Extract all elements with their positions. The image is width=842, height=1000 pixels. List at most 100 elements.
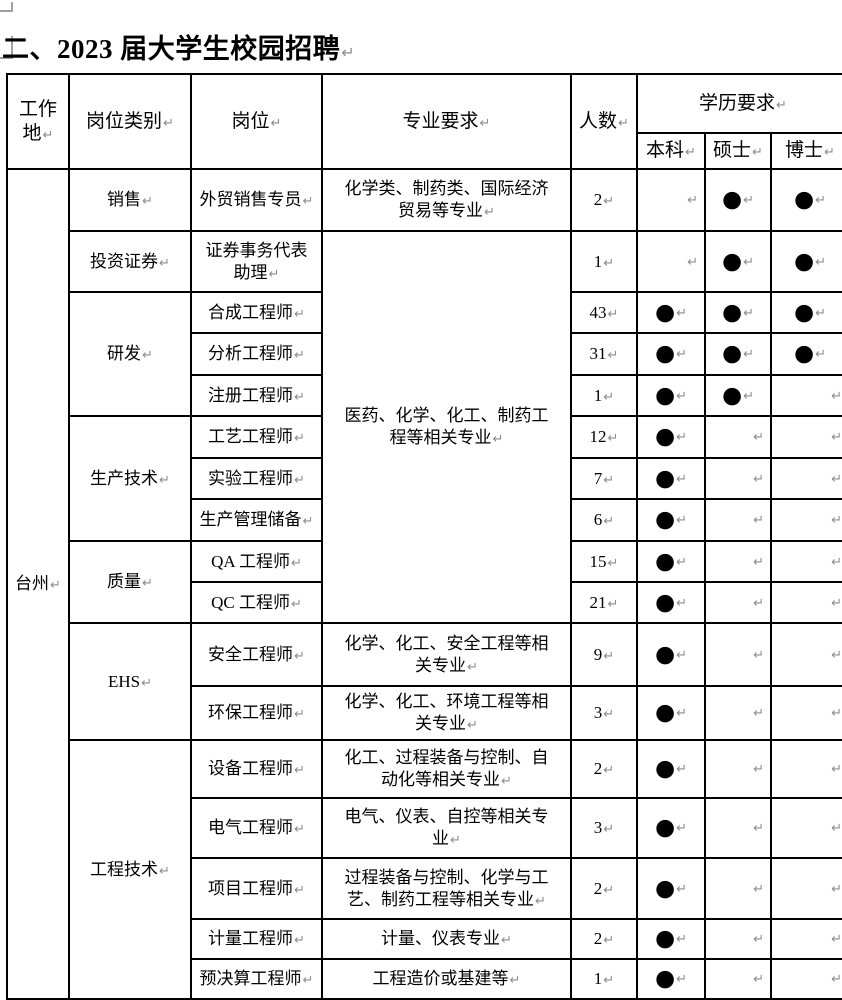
pilcrow-mark: ↵ [687, 193, 698, 209]
bachelor-mark-cell: ●↵ [636, 622, 706, 687]
pilcrow-mark: ↵ [268, 266, 280, 282]
table-row: 投资证券↵ 证券事务代表助理↵ 医药、化学、化工、制药工程等相关专业↵ 1↵ ↵… [7, 230, 842, 624]
position-cell: 外贸销售专员↵ [190, 168, 323, 232]
pilcrow-mark: ↵ [831, 706, 842, 722]
requirement-dot: ● [655, 340, 676, 367]
header-bachelor: 本科↵ [636, 132, 706, 170]
pilcrow-mark: ↵ [603, 822, 615, 838]
doctor-mark-cell: ↵ [770, 498, 842, 542]
pilcrow-mark: ↵ [753, 430, 764, 446]
work-location-cell: 台州↵ [6, 168, 70, 1000]
requirement-dot: ● [794, 186, 815, 213]
pilcrow-mark: ↵ [753, 706, 764, 722]
doctor-mark-cell: ●↵ [770, 332, 842, 376]
pilcrow-mark: ↵ [142, 194, 153, 210]
pilcrow-mark: ↵ [676, 881, 687, 897]
position-cell: 生产管理储备↵ [190, 498, 323, 542]
pilcrow-mark: ↵ [815, 193, 826, 209]
pilcrow-mark: ↵ [776, 97, 787, 113]
bachelor-mark-cell: ↵ [636, 168, 706, 232]
pilcrow-mark: ↵ [603, 973, 615, 989]
header-category: 岗位类别↵ [68, 73, 192, 170]
doctor-mark-cell: ↵ [770, 857, 842, 920]
pilcrow-mark: ↵ [607, 306, 619, 322]
pilcrow-mark: ↵ [294, 306, 305, 322]
position-cell: 预决算工程师↵ [190, 958, 323, 1000]
table-row: 计量工程师↵ 计量、仪表专业↵ 2↵ ●↵ ↵ ↵ [7, 918, 842, 960]
doctor-mark-cell: ↵ [770, 797, 842, 859]
pilcrow-mark: ↵ [603, 472, 615, 488]
pilcrow-mark: ↵ [290, 596, 302, 612]
pilcrow-mark: ↵ [676, 430, 687, 446]
category-cell: EHS↵ [68, 622, 192, 741]
pilcrow-mark: ↵ [603, 933, 615, 949]
pilcrow-mark: ↵ [676, 706, 687, 722]
category-cell: 生产技术↵ [68, 415, 192, 542]
count-cell: 9↵ [570, 622, 638, 687]
table-row: 分析工程师↵ 31↵ ●↵ ●↵ ●↵ [7, 332, 842, 376]
pilcrow-mark: ↵ [141, 675, 153, 691]
table-row: 环保工程师↵ 化学、化工、环境工程等相关专业↵ 3↵ ●↵ ↵ ↵ [7, 685, 842, 741]
requirement-dot: ● [722, 340, 743, 367]
table-row: 电气工程师↵ 电气、仪表、自控等相关专业↵ 3↵ ●↵ ↵ ↵ [7, 797, 842, 859]
pilcrow-mark: ↵ [676, 595, 687, 611]
pilcrow-mark: ↵ [290, 555, 302, 571]
position-cell: 计量工程师↵ [190, 918, 323, 960]
requirement-dot: ● [655, 875, 676, 902]
pilcrow-mark: ↵ [685, 145, 696, 161]
pilcrow-mark: ↵ [603, 707, 615, 723]
pilcrow-mark: ↵ [42, 127, 54, 143]
table-row: 实验工程师↵ 7↵ ●↵ ↵ ↵ [7, 457, 842, 500]
master-mark-cell: ●↵ [704, 374, 772, 417]
requirement-dot: ● [655, 382, 676, 409]
master-mark-cell: ↵ [704, 498, 772, 542]
pilcrow-mark: ↵ [676, 762, 687, 778]
pilcrow-mark: ↵ [676, 305, 687, 321]
doctor-mark-cell: ↵ [770, 739, 842, 799]
master-mark-cell: ↵ [704, 415, 772, 459]
table-row: EHS↵ 安全工程师↵ 化学、化工、安全工程等相关专业↵ 9↵ ●↵ ↵ ↵ [7, 622, 842, 741]
pilcrow-mark: ↵ [294, 389, 305, 405]
pilcrow-mark: ↵ [294, 648, 305, 664]
position-cell: 环保工程师↵ [190, 685, 323, 741]
bachelor-mark-cell: ●↵ [636, 857, 706, 920]
pilcrow-mark: ↵ [831, 881, 842, 897]
count-cell: 31↵ [570, 332, 638, 376]
table-row: 注册工程师↵ 1↵ ●↵ ●↵ ↵ [7, 374, 842, 417]
page-title: 二、2023 届大学生校园招聘↵ [2, 27, 355, 66]
bachelor-mark-cell: ●↵ [636, 374, 706, 417]
pilcrow-mark: ↵ [509, 973, 521, 989]
count-cell: 21↵ [570, 581, 638, 624]
pilcrow-mark: ↵ [341, 43, 356, 62]
count-cell: 3↵ [570, 685, 638, 741]
pilcrow-mark: ↵ [142, 348, 153, 364]
pilcrow-mark: ↵ [824, 145, 835, 161]
major-cell: 过程装备与控制、化学与工艺、制药工程等相关专业↵ [321, 857, 572, 920]
major-cell: 化学类、制药类、国际经济贸易等专业↵ [321, 168, 572, 232]
count-cell: 2↵ [570, 739, 638, 799]
pilcrow-mark: ↵ [479, 115, 491, 131]
pilcrow-mark: ↵ [302, 973, 314, 989]
pilcrow-mark: ↵ [753, 762, 764, 778]
major-cell: 电气、仪表、自控等相关专业↵ [321, 797, 572, 859]
table-row: 生产管理储备↵ 6↵ ●↵ ↵ ↵ [7, 498, 842, 542]
pilcrow-mark: ↵ [603, 648, 615, 664]
pilcrow-mark: ↵ [618, 115, 629, 131]
doctor-mark-cell: ↵ [770, 918, 842, 960]
pilcrow-mark: ↵ [302, 514, 314, 530]
master-mark-cell: ↵ [704, 958, 772, 1000]
doctor-mark-cell: ↵ [770, 457, 842, 500]
pilcrow-mark: ↵ [294, 822, 305, 838]
pilcrow-mark: ↵ [294, 882, 305, 898]
pilcrow-mark: ↵ [676, 932, 687, 948]
bachelor-mark-cell: ●↵ [636, 457, 706, 500]
position-cell: 电气工程师↵ [190, 797, 323, 859]
master-mark-cell: ↵ [704, 797, 772, 859]
major-cell: 化工、过程装备与控制、自动化等相关专业↵ [321, 739, 572, 799]
major-cell: 医药、化学、化工、制药工程等相关专业↵ [321, 230, 572, 624]
pilcrow-mark: ↵ [270, 115, 282, 131]
pilcrow-mark: ↵ [50, 578, 61, 594]
pilcrow-mark: ↵ [743, 193, 754, 209]
bachelor-mark-cell: ●↵ [636, 739, 706, 799]
position-cell: 分析工程师↵ [190, 332, 323, 376]
